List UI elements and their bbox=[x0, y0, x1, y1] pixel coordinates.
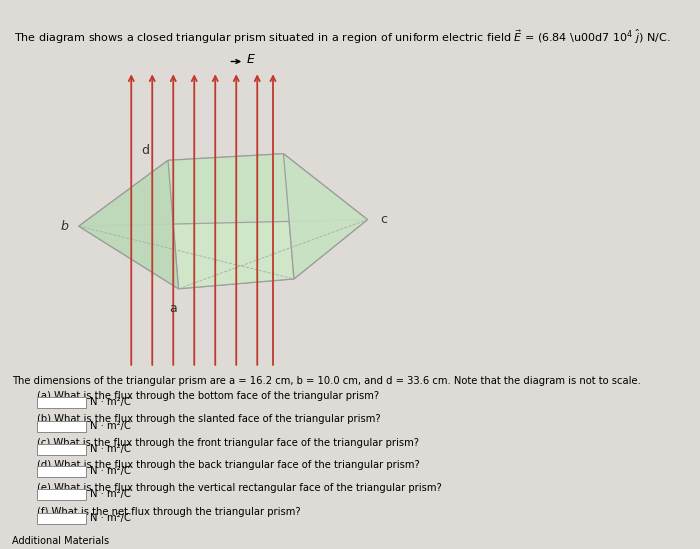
FancyBboxPatch shape bbox=[36, 489, 86, 500]
Text: (e) What is the flux through the vertical rectangular face of the triangular pri: (e) What is the flux through the vertica… bbox=[36, 483, 442, 493]
Polygon shape bbox=[168, 154, 294, 289]
FancyBboxPatch shape bbox=[36, 444, 86, 455]
Text: (d) What is the flux through the back triangular face of the triangular prism?: (d) What is the flux through the back tr… bbox=[36, 460, 419, 469]
Text: c: c bbox=[381, 213, 388, 226]
Text: N · m²/C: N · m²/C bbox=[90, 466, 131, 475]
Text: N · m²/C: N · m²/C bbox=[90, 421, 131, 430]
Text: N · m²/C: N · m²/C bbox=[90, 513, 131, 523]
Text: (b) What is the flux through the slanted face of the triangular prism?: (b) What is the flux through the slanted… bbox=[36, 414, 380, 424]
Text: (a) What is the flux through the bottom face of the triangular prism?: (a) What is the flux through the bottom … bbox=[36, 391, 379, 401]
Text: N · m²/C: N · m²/C bbox=[90, 397, 131, 407]
Text: b: b bbox=[60, 220, 69, 233]
Polygon shape bbox=[78, 154, 368, 226]
Text: The dimensions of the triangular prism are a = 16.2 cm, b = 10.0 cm, and d = 33.: The dimensions of the triangular prism a… bbox=[12, 376, 640, 386]
Text: E: E bbox=[246, 53, 255, 66]
Text: a: a bbox=[169, 302, 177, 315]
Polygon shape bbox=[78, 160, 178, 289]
Text: N · m²/C: N · m²/C bbox=[90, 444, 131, 453]
Polygon shape bbox=[284, 154, 368, 279]
Text: (c) What is the flux through the front triangular face of the triangular prism?: (c) What is the flux through the front t… bbox=[36, 438, 419, 447]
Text: N · m²/C: N · m²/C bbox=[90, 489, 131, 499]
FancyBboxPatch shape bbox=[36, 513, 86, 524]
FancyBboxPatch shape bbox=[36, 466, 86, 477]
Text: (f) What is the net flux through the triangular prism?: (f) What is the net flux through the tri… bbox=[36, 507, 300, 517]
Text: d: d bbox=[141, 144, 150, 157]
Text: The diagram shows a closed triangular prism situated in a region of uniform elec: The diagram shows a closed triangular pr… bbox=[14, 27, 671, 46]
Text: Additional Materials: Additional Materials bbox=[12, 536, 109, 546]
Polygon shape bbox=[78, 220, 368, 289]
FancyBboxPatch shape bbox=[36, 421, 86, 432]
FancyBboxPatch shape bbox=[36, 397, 86, 408]
